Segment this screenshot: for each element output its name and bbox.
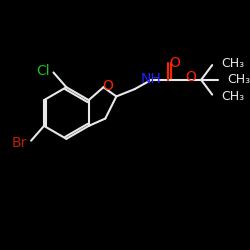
Text: O: O (102, 79, 114, 93)
Text: CH₃: CH₃ (227, 73, 250, 86)
Text: O: O (186, 70, 196, 84)
Text: Cl: Cl (36, 64, 50, 78)
Text: Br: Br (12, 136, 28, 149)
Text: NH: NH (141, 72, 162, 86)
Text: CH₃: CH₃ (222, 90, 244, 103)
Text: O: O (169, 56, 180, 70)
Text: CH₃: CH₃ (222, 57, 244, 70)
